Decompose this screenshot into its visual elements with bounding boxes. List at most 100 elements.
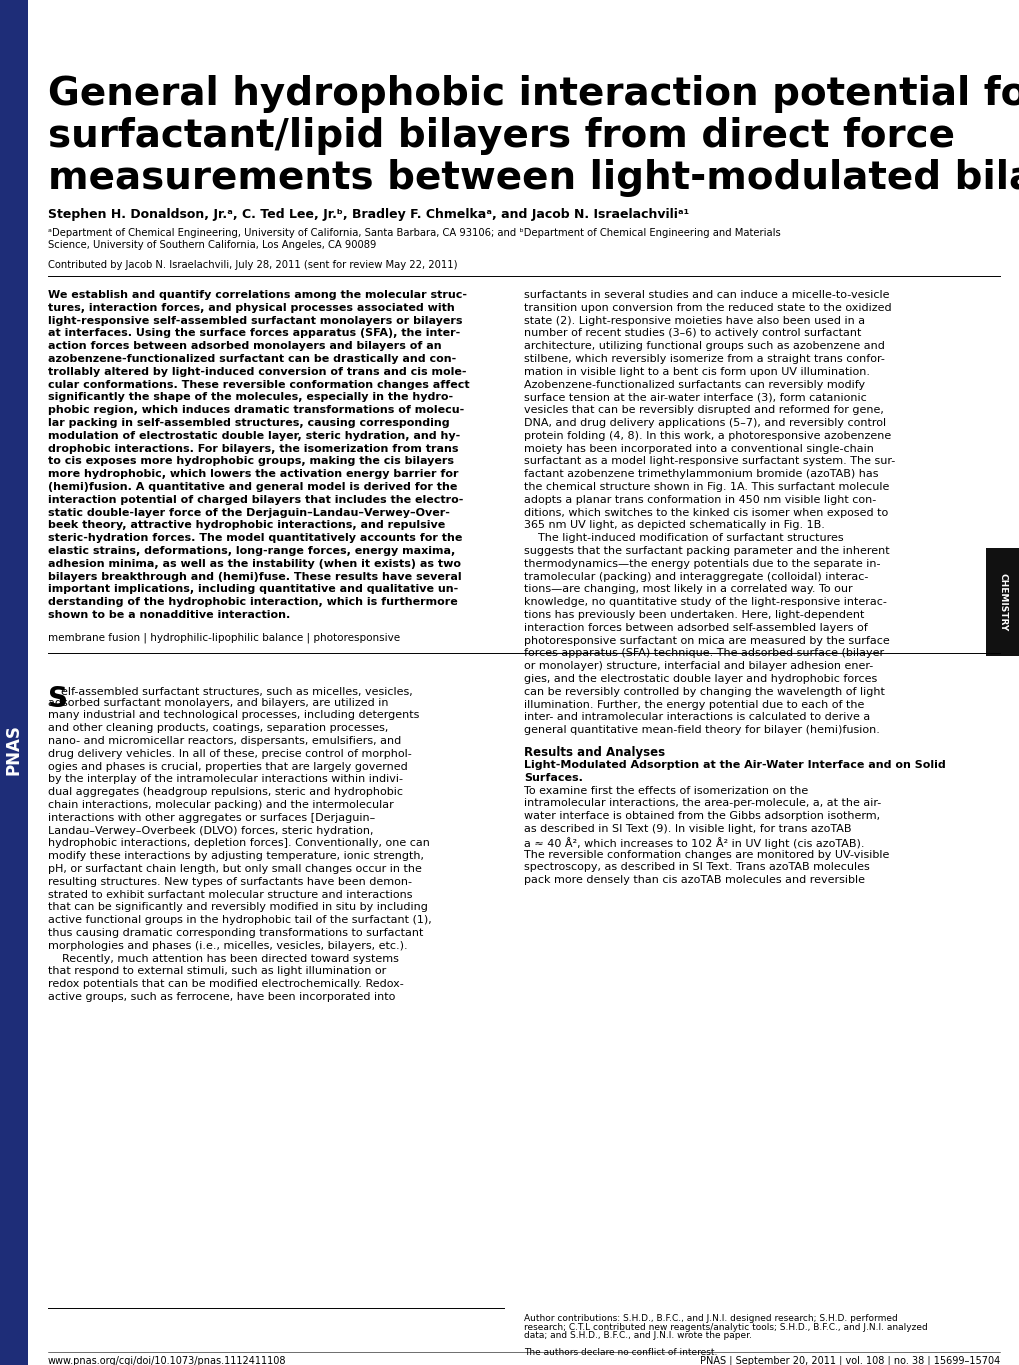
Bar bbox=[0, 0, 28, 1365]
Text: water interface is obtained from the Gibbs adsorption isotherm,: water interface is obtained from the Gib… bbox=[524, 811, 879, 822]
Text: data; and S.H.D., B.F.C., and J.N.I. wrote the paper.: data; and S.H.D., B.F.C., and J.N.I. wro… bbox=[524, 1331, 751, 1340]
Text: elf-assembled surfactant structures, such as micelles, vesicles,: elf-assembled surfactant structures, suc… bbox=[61, 687, 413, 696]
Text: the chemical structure shown in Fig. 1A. This surfactant molecule: the chemical structure shown in Fig. 1A.… bbox=[524, 482, 889, 491]
Text: tions has previously been undertaken. Here, light-dependent: tions has previously been undertaken. He… bbox=[524, 610, 863, 620]
Text: state (2). Light-responsive moieties have also been used in a: state (2). Light-responsive moieties hav… bbox=[524, 315, 864, 326]
Text: tures, interaction forces, and physical processes associated with: tures, interaction forces, and physical … bbox=[48, 303, 454, 313]
Text: that can be significantly and reversibly modified in situ by including: that can be significantly and reversibly… bbox=[48, 902, 427, 912]
Text: photoresponsive surfactant on mica are measured by the surface: photoresponsive surfactant on mica are m… bbox=[524, 636, 889, 646]
Text: interaction potential of charged bilayers that includes the electro-: interaction potential of charged bilayer… bbox=[48, 494, 463, 505]
Text: dual aggregates (headgroup repulsions, steric and hydrophobic: dual aggregates (headgroup repulsions, s… bbox=[48, 788, 403, 797]
Text: membrane fusion | hydrophilic-lipophilic balance | photoresponsive: membrane fusion | hydrophilic-lipophilic… bbox=[48, 633, 399, 643]
Text: to cis exposes more hydrophobic groups, making the cis bilayers: to cis exposes more hydrophobic groups, … bbox=[48, 456, 453, 467]
Text: The authors declare no conflict of interest.: The authors declare no conflict of inter… bbox=[524, 1349, 716, 1357]
Text: intramolecular interactions, the area-per-molecule, a, at the air-: intramolecular interactions, the area-pe… bbox=[524, 799, 880, 808]
Text: strated to exhibit surfactant molecular structure and interactions: strated to exhibit surfactant molecular … bbox=[48, 890, 412, 900]
Text: redox potentials that can be modified electrochemically. Redox-: redox potentials that can be modified el… bbox=[48, 979, 404, 990]
Text: gies, and the electrostatic double layer and hydrophobic forces: gies, and the electrostatic double layer… bbox=[524, 674, 876, 684]
Text: thus causing dramatic corresponding transformations to surfactant: thus causing dramatic corresponding tran… bbox=[48, 928, 423, 938]
Text: General hydrophobic interaction potential for: General hydrophobic interaction potentia… bbox=[48, 75, 1019, 113]
Text: surfactants in several studies and can induce a micelle-to-vesicle: surfactants in several studies and can i… bbox=[524, 289, 889, 300]
Text: ogies and phases is crucial, properties that are largely governed: ogies and phases is crucial, properties … bbox=[48, 762, 408, 771]
Text: Results and Analyses: Results and Analyses bbox=[524, 747, 664, 759]
Text: ditions, which switches to the kinked cis isomer when exposed to: ditions, which switches to the kinked ci… bbox=[524, 508, 888, 517]
Text: factant azobenzene trimethylammonium bromide (azoTAB) has: factant azobenzene trimethylammonium bro… bbox=[524, 470, 877, 479]
Text: by the interplay of the intramolecular interactions within indivi-: by the interplay of the intramolecular i… bbox=[48, 774, 403, 785]
Text: light-responsive self-assembled surfactant monolayers or bilayers: light-responsive self-assembled surfacta… bbox=[48, 315, 462, 326]
Text: elastic strains, deformations, long-range forces, energy maxima,: elastic strains, deformations, long-rang… bbox=[48, 546, 454, 556]
Text: modify these interactions by adjusting temperature, ionic strength,: modify these interactions by adjusting t… bbox=[48, 852, 424, 861]
Text: surfactant/lipid bilayers from direct force: surfactant/lipid bilayers from direct fo… bbox=[48, 117, 954, 156]
Text: interactions with other aggregates or surfaces [Derjaguin–: interactions with other aggregates or su… bbox=[48, 812, 375, 823]
Text: significantly the shape of the molecules, especially in the hydro-: significantly the shape of the molecules… bbox=[48, 392, 452, 403]
Text: trollably altered by light-induced conversion of trans and cis mole-: trollably altered by light-induced conve… bbox=[48, 367, 466, 377]
Text: drug delivery vehicles. In all of these, precise control of morphol-: drug delivery vehicles. In all of these,… bbox=[48, 749, 412, 759]
Text: Landau–Verwey–Overbeek (DLVO) forces, steric hydration,: Landau–Verwey–Overbeek (DLVO) forces, st… bbox=[48, 826, 373, 835]
Text: spectroscopy, as described in SI Text. Trans azoTAB molecules: spectroscopy, as described in SI Text. T… bbox=[524, 863, 869, 872]
Text: tramolecular (packing) and interaggregate (colloidal) interac-: tramolecular (packing) and interaggregat… bbox=[524, 572, 867, 581]
Text: active functional groups in the hydrophobic tail of the surfactant (1),: active functional groups in the hydropho… bbox=[48, 915, 431, 925]
Text: surfactant as a model light-responsive surfactant system. The sur-: surfactant as a model light-responsive s… bbox=[524, 456, 895, 467]
Text: vesicles that can be reversibly disrupted and reformed for gene,: vesicles that can be reversibly disrupte… bbox=[524, 405, 883, 415]
Text: 365 nm UV light, as depicted schematically in Fig. 1B.: 365 nm UV light, as depicted schematical… bbox=[524, 520, 824, 531]
Text: cular conformations. These reversible conformation changes affect: cular conformations. These reversible co… bbox=[48, 379, 469, 389]
Text: inter- and intramolecular interactions is calculated to derive a: inter- and intramolecular interactions i… bbox=[524, 713, 869, 722]
Text: phobic region, which induces dramatic transformations of molecu-: phobic region, which induces dramatic tr… bbox=[48, 405, 464, 415]
Text: CHEMISTRY: CHEMISTRY bbox=[998, 573, 1007, 631]
Text: chain interactions, molecular packing) and the intermolecular: chain interactions, molecular packing) a… bbox=[48, 800, 393, 809]
Text: architecture, utilizing functional groups such as azobenzene and: architecture, utilizing functional group… bbox=[524, 341, 884, 351]
Text: number of recent studies (3–6) to actively control surfactant: number of recent studies (3–6) to active… bbox=[524, 329, 860, 339]
Text: bilayers breakthrough and (hemi)fuse. These results have several: bilayers breakthrough and (hemi)fuse. Th… bbox=[48, 572, 462, 581]
Text: PNAS: PNAS bbox=[5, 725, 23, 775]
Text: Azobenzene-functionalized surfactants can reversibly modify: Azobenzene-functionalized surfactants ca… bbox=[524, 379, 864, 389]
Text: adsorbed surfactant monolayers, and bilayers, are utilized in: adsorbed surfactant monolayers, and bila… bbox=[48, 698, 388, 707]
Text: hydrophobic interactions, depletion forces]. Conventionally, one can: hydrophobic interactions, depletion forc… bbox=[48, 838, 429, 849]
Text: measurements between light-modulated bilayers: measurements between light-modulated bil… bbox=[48, 158, 1019, 197]
Text: derstanding of the hydrophobic interaction, which is furthermore: derstanding of the hydrophobic interacti… bbox=[48, 598, 458, 607]
Text: general quantitative mean-field theory for bilayer (hemi)fusion.: general quantitative mean-field theory f… bbox=[524, 725, 879, 736]
Text: and other cleaning products, coatings, separation processes,: and other cleaning products, coatings, s… bbox=[48, 723, 388, 733]
Text: pH, or surfactant chain length, but only small changes occur in the: pH, or surfactant chain length, but only… bbox=[48, 864, 422, 874]
Text: The light-induced modification of surfactant structures: The light-induced modification of surfac… bbox=[524, 534, 843, 543]
Text: The reversible conformation changes are monitored by UV-visible: The reversible conformation changes are … bbox=[524, 849, 889, 860]
Text: adopts a planar trans conformation in 450 nm visible light con-: adopts a planar trans conformation in 45… bbox=[524, 494, 875, 505]
Text: Stephen H. Donaldson, Jr.ᵃ, C. Ted Lee, Jr.ᵇ, Bradley F. Chmelkaᵃ, and Jacob N. : Stephen H. Donaldson, Jr.ᵃ, C. Ted Lee, … bbox=[48, 207, 689, 221]
Text: Recently, much attention has been directed toward systems: Recently, much attention has been direct… bbox=[48, 954, 398, 964]
Text: Light-Modulated Adsorption at the Air-Water Interface and on Solid: Light-Modulated Adsorption at the Air-Wa… bbox=[524, 760, 945, 770]
Text: knowledge, no quantitative study of the light-responsive interac-: knowledge, no quantitative study of the … bbox=[524, 598, 886, 607]
Text: many industrial and technological processes, including detergents: many industrial and technological proces… bbox=[48, 710, 419, 721]
Text: action forces between adsorbed monolayers and bilayers of an: action forces between adsorbed monolayer… bbox=[48, 341, 441, 351]
Text: at interfaces. Using the surface forces apparatus (SFA), the inter-: at interfaces. Using the surface forces … bbox=[48, 329, 460, 339]
Text: shown to be a nonadditive interaction.: shown to be a nonadditive interaction. bbox=[48, 610, 290, 620]
Text: that respond to external stimuli, such as light illumination or: that respond to external stimuli, such a… bbox=[48, 966, 386, 976]
Text: Surfaces.: Surfaces. bbox=[524, 773, 582, 782]
Text: To examine first the effects of isomerization on the: To examine first the effects of isomeriz… bbox=[524, 786, 807, 796]
Text: S: S bbox=[48, 685, 68, 713]
Text: nano- and micromicellar reactors, dispersants, emulsifiers, and: nano- and micromicellar reactors, disper… bbox=[48, 736, 400, 747]
Text: beek theory, attractive hydrophobic interactions, and repulsive: beek theory, attractive hydrophobic inte… bbox=[48, 520, 445, 531]
Text: www.pnas.org/cgi/doi/10.1073/pnas.1112411108: www.pnas.org/cgi/doi/10.1073/pnas.111241… bbox=[48, 1355, 286, 1365]
Text: lar packing in self-assembled structures, causing corresponding: lar packing in self-assembled structures… bbox=[48, 418, 449, 429]
Text: PNAS | September 20, 2011 | vol. 108 | no. 38 | 15699–15704: PNAS | September 20, 2011 | vol. 108 | n… bbox=[699, 1355, 999, 1365]
Text: We establish and quantify correlations among the molecular struc-: We establish and quantify correlations a… bbox=[48, 289, 467, 300]
Text: resulting structures. New types of surfactants have been demon-: resulting structures. New types of surfa… bbox=[48, 876, 412, 887]
Text: as described in SI Text (9). In visible light, for trans azoTAB: as described in SI Text (9). In visible … bbox=[524, 824, 851, 834]
Text: modulation of electrostatic double layer, steric hydration, and hy-: modulation of electrostatic double layer… bbox=[48, 431, 460, 441]
Text: thermodynamics—the energy potentials due to the separate in-: thermodynamics—the energy potentials due… bbox=[524, 558, 879, 569]
Text: forces apparatus (SFA) technique. The adsorbed surface (bilayer: forces apparatus (SFA) technique. The ad… bbox=[524, 648, 883, 658]
Text: Contributed by Jacob N. Israelachvili, July 28, 2011 (sent for review May 22, 20: Contributed by Jacob N. Israelachvili, J… bbox=[48, 259, 458, 270]
Text: (hemi)fusion. A quantitative and general model is derived for the: (hemi)fusion. A quantitative and general… bbox=[48, 482, 457, 491]
Text: ᵃDepartment of Chemical Engineering, University of California, Santa Barbara, CA: ᵃDepartment of Chemical Engineering, Uni… bbox=[48, 228, 780, 238]
Text: illumination. Further, the energy potential due to each of the: illumination. Further, the energy potent… bbox=[524, 700, 863, 710]
Text: static double-layer force of the Derjaguin–Landau–Verwey–Over-: static double-layer force of the Derjagu… bbox=[48, 508, 449, 517]
Text: DNA, and drug delivery applications (5–7), and reversibly control: DNA, and drug delivery applications (5–7… bbox=[524, 418, 886, 429]
Text: morphologies and phases (i.e., micelles, vesicles, bilayers, etc.).: morphologies and phases (i.e., micelles,… bbox=[48, 940, 408, 951]
Text: active groups, such as ferrocene, have been incorporated into: active groups, such as ferrocene, have b… bbox=[48, 992, 395, 1002]
Text: or monolayer) structure, interfacial and bilayer adhesion ener-: or monolayer) structure, interfacial and… bbox=[524, 661, 872, 672]
Text: moiety has been incorporated into a conventional single-chain: moiety has been incorporated into a conv… bbox=[524, 444, 873, 453]
Text: research; C.T.L contributed new reagents/analytic tools; S.H.D., B.F.C., and J.N: research; C.T.L contributed new reagents… bbox=[524, 1323, 927, 1331]
Text: more hydrophobic, which lowers the activation energy barrier for: more hydrophobic, which lowers the activ… bbox=[48, 470, 459, 479]
Text: Science, University of Southern California, Los Angeles, CA 90089: Science, University of Southern Californ… bbox=[48, 240, 376, 250]
Text: transition upon conversion from the reduced state to the oxidized: transition upon conversion from the redu… bbox=[524, 303, 891, 313]
Text: adhesion minima, as well as the instability (when it exists) as two: adhesion minima, as well as the instabil… bbox=[48, 558, 461, 569]
